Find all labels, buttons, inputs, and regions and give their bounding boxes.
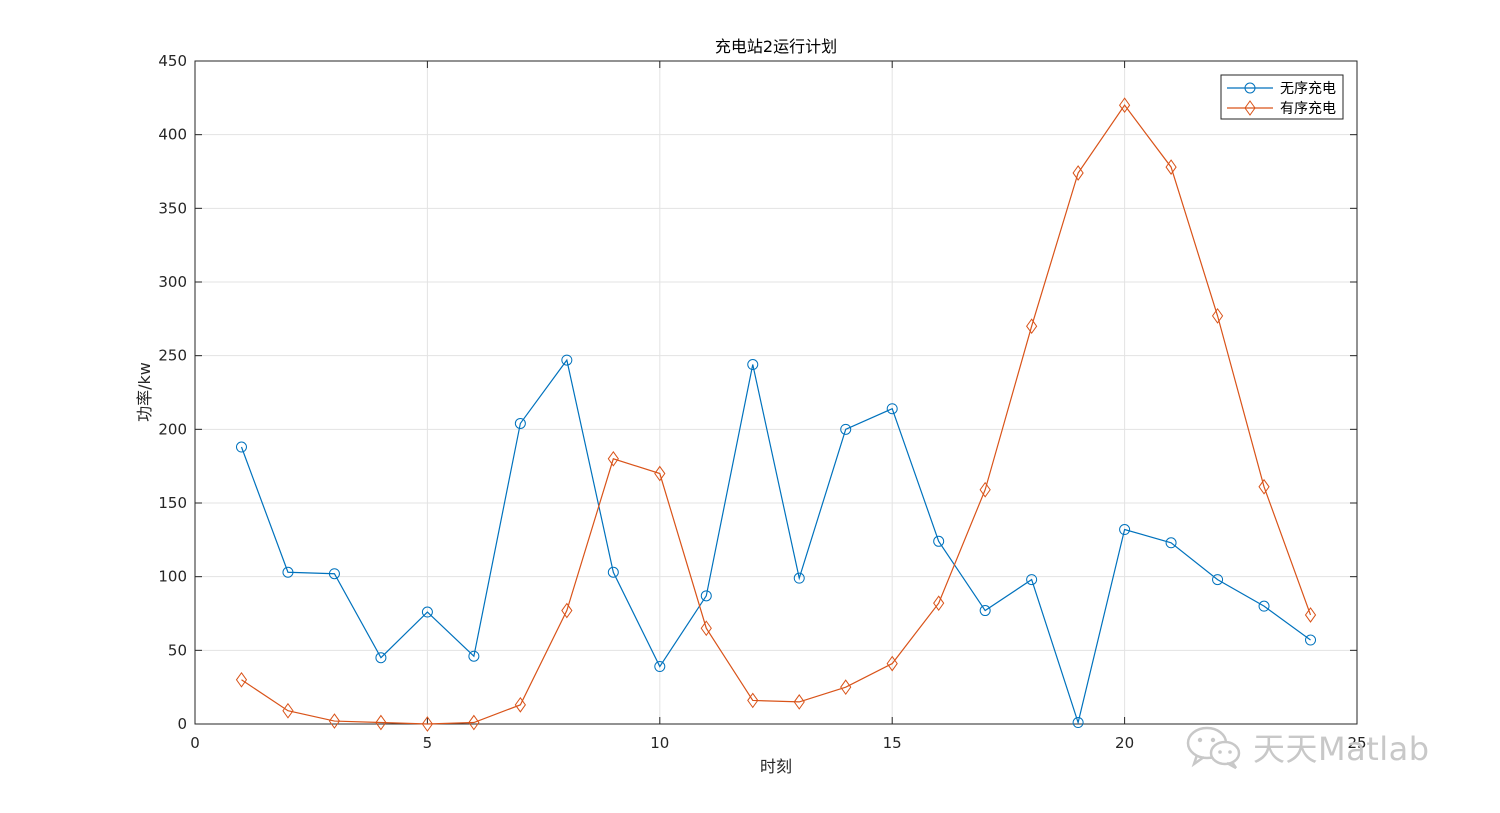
plot-area xyxy=(195,61,1357,724)
data-point xyxy=(235,671,248,688)
data-point xyxy=(421,606,433,618)
data-point xyxy=(654,465,666,482)
watermark: 天天Matlab xyxy=(1185,722,1430,772)
data-point xyxy=(282,566,294,578)
legend-label: 有序充电 xyxy=(1280,101,1336,117)
x-axis-label: 时刻 xyxy=(760,757,792,776)
data-point xyxy=(1072,717,1084,729)
data-point xyxy=(979,481,991,498)
data-point xyxy=(561,602,573,619)
data-point xyxy=(1258,478,1270,495)
series-line xyxy=(240,358,1311,725)
data-point xyxy=(1305,634,1317,646)
data-point xyxy=(840,679,852,696)
y-tick-label: 400 xyxy=(158,126,187,144)
data-point xyxy=(375,714,387,731)
data-point xyxy=(328,713,341,729)
data-point xyxy=(421,716,434,732)
data-point xyxy=(1118,97,1131,114)
y-tick-label: 250 xyxy=(158,347,187,365)
data-point xyxy=(700,590,712,602)
data-point xyxy=(561,354,573,366)
x-tick-label: 25 xyxy=(1347,734,1366,752)
data-point xyxy=(1026,574,1038,586)
y-tick-label: 200 xyxy=(158,420,187,438)
y-axis-label: 功率/kw xyxy=(135,362,154,422)
data-point xyxy=(328,568,340,580)
data-point xyxy=(1165,537,1177,549)
series-1 xyxy=(235,354,1317,729)
y-tick-label: 100 xyxy=(158,568,187,586)
legend-item[interactable]: 有序充电 xyxy=(1227,100,1336,117)
data-point xyxy=(1304,607,1317,623)
data-point xyxy=(933,535,945,547)
data-point xyxy=(468,650,480,662)
data-point xyxy=(468,714,480,731)
data-point xyxy=(607,450,619,467)
watermark-text: 天天Matlab xyxy=(1253,730,1430,768)
y-tick-label: 0 xyxy=(177,715,187,733)
data-point xyxy=(1165,159,1177,175)
data-point xyxy=(235,441,247,453)
data-point xyxy=(933,595,945,612)
series-line xyxy=(241,104,1312,725)
series-group xyxy=(235,97,1317,732)
chart-title: 充电站2运行计划 xyxy=(715,37,837,56)
data-point xyxy=(1211,308,1224,324)
data-point xyxy=(747,359,759,371)
y-tick-label: 150 xyxy=(158,494,187,512)
x-tick-label: 0 xyxy=(190,734,200,752)
axes-box xyxy=(194,60,1358,725)
data-point xyxy=(793,572,805,584)
y-tick-label: 300 xyxy=(158,273,187,291)
x-tick-label: 10 xyxy=(650,734,669,752)
series-2 xyxy=(235,97,1317,732)
data-point xyxy=(747,692,759,709)
x-tick-label: 5 xyxy=(423,734,433,752)
wechat-logo-icon xyxy=(1186,726,1241,770)
data-point xyxy=(654,661,666,673)
legend-marker xyxy=(1244,100,1256,116)
legend-box xyxy=(1220,74,1344,120)
data-point xyxy=(700,620,712,637)
data-point xyxy=(607,566,619,578)
y-tick-label: 50 xyxy=(168,641,187,659)
data-point xyxy=(282,702,294,719)
y-tick-label: 450 xyxy=(158,52,187,70)
data-point xyxy=(793,694,805,710)
data-point xyxy=(886,655,898,672)
data-point xyxy=(840,423,852,435)
data-point xyxy=(375,652,387,664)
data-point xyxy=(979,605,991,617)
legend-marker xyxy=(1244,82,1256,94)
data-point xyxy=(886,403,898,415)
data-point xyxy=(1072,165,1084,181)
data-point xyxy=(1119,524,1131,536)
legend-label: 无序充电 xyxy=(1280,81,1336,97)
data-point xyxy=(1212,574,1224,586)
data-point xyxy=(1026,318,1038,335)
legend-item[interactable]: 无序充电 xyxy=(1227,81,1336,97)
y-tick-label: 350 xyxy=(158,199,187,217)
x-tick-label: 20 xyxy=(1115,734,1134,752)
data-point xyxy=(514,696,526,713)
data-point xyxy=(1258,600,1270,612)
data-point xyxy=(514,417,526,429)
x-tick-label: 15 xyxy=(883,734,902,752)
